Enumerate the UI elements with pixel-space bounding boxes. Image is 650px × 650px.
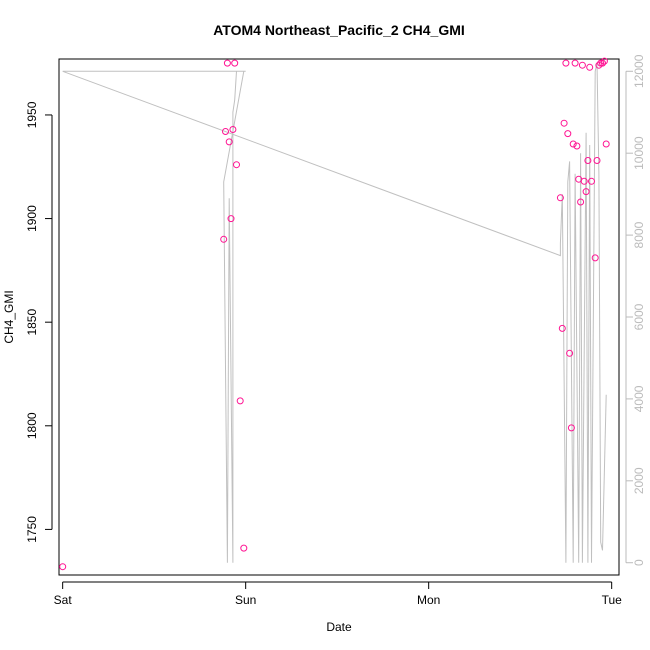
data-point [236, 397, 244, 405]
series-line [62, 62, 607, 563]
data-point [59, 563, 67, 571]
x-tick-label: Tue [602, 593, 623, 607]
data-point [602, 140, 610, 148]
data-point [220, 235, 228, 243]
y-axis-right: 0 2000 4000 6000 8000 10000 12000 [625, 54, 646, 566]
x-axis: Sat Sun Mon Tue [54, 581, 623, 607]
data-point [225, 138, 233, 146]
data-point [593, 157, 601, 164]
y-right-tick-label: 12000 [632, 54, 646, 88]
x-axis-label: Date [326, 620, 352, 634]
data-point [556, 194, 564, 202]
data-point [558, 324, 566, 332]
right-axis-series-line [62, 62, 607, 563]
data-point [573, 142, 581, 150]
y-right-tick-label: 0 [632, 559, 646, 566]
data-point [233, 161, 240, 169]
y-right-tick-label: 8000 [632, 221, 646, 248]
data-point [223, 59, 231, 67]
data-point [564, 130, 572, 138]
data-point [562, 59, 570, 67]
data-point [227, 215, 235, 223]
y-tick-label: 1750 [25, 516, 39, 543]
data-point [571, 59, 579, 67]
y-right-tick-label: 6000 [632, 303, 646, 330]
y-right-tick-label: 2000 [632, 467, 646, 494]
y-tick-label: 1850 [25, 309, 39, 336]
y-tick-label: 1800 [25, 412, 39, 439]
x-tick-label: Sun [235, 593, 256, 607]
data-point [584, 157, 592, 164]
data-point [240, 544, 248, 552]
y-axis-label: CH4_GMI [2, 290, 16, 343]
data-point [229, 126, 237, 133]
y-right-tick-label: 4000 [632, 385, 646, 412]
x-tick-label: Mon [417, 593, 440, 607]
data-point [591, 254, 599, 262]
data-point [580, 177, 588, 185]
data-point [595, 61, 603, 69]
data-point [588, 177, 595, 185]
plot-box [58, 58, 620, 576]
data-point [582, 188, 590, 196]
x-tick-label: Sat [54, 593, 73, 607]
data-point [566, 349, 574, 357]
data-point [600, 57, 608, 65]
y-right-tick-label: 10000 [632, 136, 646, 170]
y-tick-label: 1950 [25, 101, 39, 128]
y-tick-label: 1900 [25, 205, 39, 232]
data-point [577, 198, 585, 206]
data-point [578, 61, 586, 69]
data-point [569, 140, 577, 148]
y-axis-left: 1750 1800 1850 1900 1950 [25, 101, 53, 543]
scatter-points [59, 57, 610, 571]
chart-title: ATOM4 Northeast_Pacific_2 CH4_GMI [213, 22, 465, 38]
data-point [586, 63, 594, 71]
data-point [599, 59, 606, 67]
data-point [560, 119, 568, 127]
data-point [231, 59, 239, 67]
data-point [222, 128, 229, 135]
data-point [567, 424, 575, 432]
